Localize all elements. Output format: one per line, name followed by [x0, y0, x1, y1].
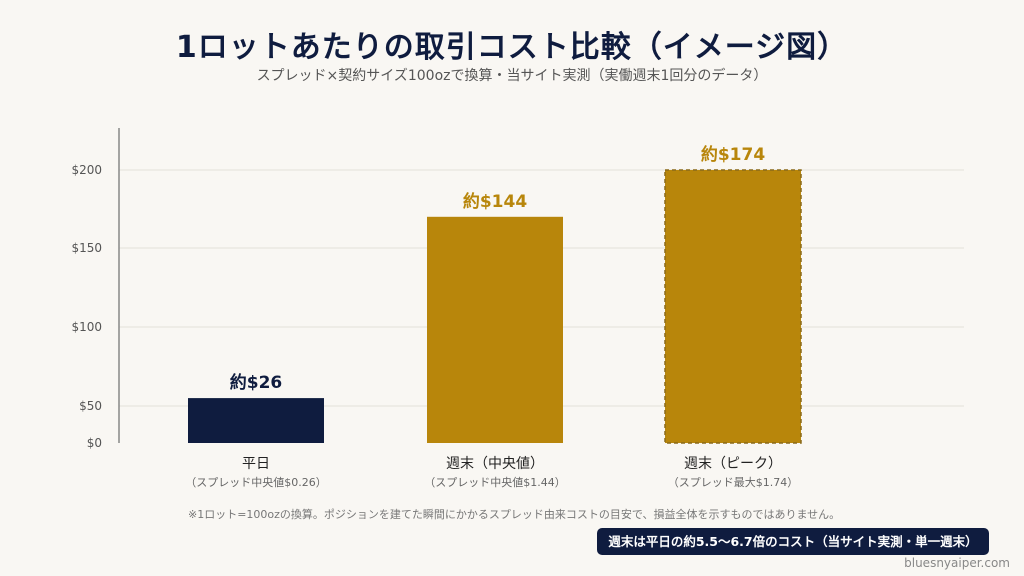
bar-1 [188, 398, 324, 443]
y-axis-ticks: $0 $50 $100 $150 $200 [71, 163, 102, 450]
category-sublabel-1: （スプレッド中央値$0.26） [185, 476, 327, 489]
category-sublabel-2: （スプレッド中央値$1.44） [424, 476, 566, 489]
y-tick-label: $100 [71, 320, 102, 334]
category-label-2: 週末（中央値） [446, 456, 544, 472]
category-sublabel-3: （スプレッド最大$1.74） [668, 475, 799, 489]
callout-badge: 週末は平日の約5.5〜6.7倍のコスト（当サイト実測・単一週末） [597, 528, 989, 555]
category-labels: 約$26 平日 （スプレッド中央値$0.26） 約$144 週末（中央値） （スプレッド中… [185, 144, 798, 489]
site-watermark: bluesnyaiper.com [904, 556, 1010, 570]
category-label-1: 平日 [242, 456, 270, 472]
chart-title: 1ロットあたりの取引コスト比較（イメージ図） [175, 30, 849, 65]
y-tick-label: $50 [79, 399, 102, 413]
bar-3 [664, 169, 802, 444]
data-label-3: 約$174 [701, 144, 765, 165]
y-tick-label: $200 [71, 163, 102, 177]
data-label-1: 約$26 [230, 372, 283, 393]
data-label-2: 約$144 [463, 191, 527, 212]
footnote: ※1ロット=100ozの換算。ポジションを建てた瞬間にかかるスプレッド由来コスト… [188, 508, 841, 521]
y-tick-label: $0 [87, 436, 102, 450]
bar-2 [427, 216, 563, 443]
y-tick-label: $150 [71, 241, 102, 255]
bars [188, 169, 802, 444]
chart-subtitle: スプレッド×契約サイズ100ozで換算・当サイト実測（実働週末1回分のデータ） [256, 68, 768, 84]
category-label-3: 週末（ピーク） [684, 456, 782, 472]
